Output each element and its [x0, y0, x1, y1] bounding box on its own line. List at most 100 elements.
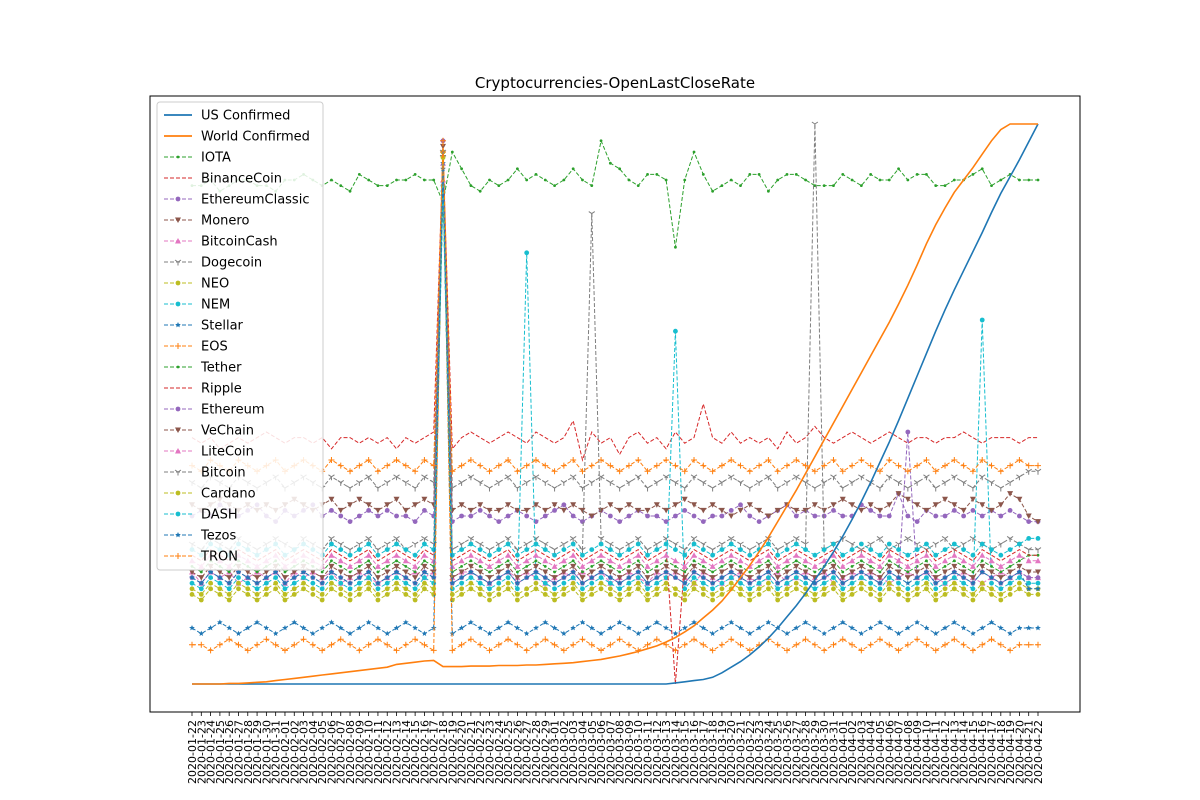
data-point-tron	[942, 462, 949, 469]
legend-item-neo: NEO	[164, 277, 229, 292]
data-point-bitcoin	[569, 474, 577, 481]
data-point-vechain	[412, 575, 419, 581]
data-point-iota	[571, 167, 575, 171]
data-point-cardano	[533, 580, 539, 586]
data-point-tether	[395, 559, 398, 563]
data-point-neo	[468, 586, 474, 592]
data-point-tron	[365, 457, 372, 463]
data-point-stellar	[282, 625, 288, 631]
data-point-tether	[720, 565, 724, 568]
data-point-litecoin	[365, 552, 372, 558]
legend-item-ripple: Ripple	[164, 382, 242, 397]
data-point-monero	[393, 496, 400, 503]
data-point-litecoin	[402, 557, 409, 564]
legend-marker	[175, 511, 181, 517]
data-point-tether	[525, 565, 529, 568]
data-point-eos	[625, 641, 632, 648]
x-tick-label: 2020-03-29	[809, 720, 822, 784]
data-point-dogecoin	[634, 535, 642, 542]
data-point-tezos	[505, 569, 511, 575]
x-tick-label: 2020-02-25	[502, 720, 515, 784]
data-point-dash	[793, 541, 799, 547]
x-tick-label: 2020-01-27	[232, 720, 245, 784]
data-point-tether	[599, 559, 603, 563]
data-point-ethereumclassic	[347, 519, 353, 524]
data-point-monero	[486, 507, 493, 514]
data-point-iota	[980, 167, 984, 171]
data-point-tether	[404, 565, 408, 568]
data-point-ethereumclassic	[552, 508, 557, 513]
x-tick-label: 2020-01-25	[214, 720, 227, 784]
data-point-cardano	[236, 580, 241, 586]
x-tick-label: 2020-03-11	[642, 720, 655, 784]
data-point-vechain	[783, 569, 790, 575]
data-point-monero	[328, 496, 335, 503]
data-point-cardano	[719, 586, 725, 592]
x-tick-label: 2020-02-06	[325, 720, 338, 784]
data-point-tezos	[681, 580, 688, 586]
data-point-monero	[505, 502, 512, 508]
data-point-dogecoin	[876, 535, 884, 542]
data-point-stellar	[719, 625, 725, 631]
data-point-vechain	[616, 575, 623, 581]
data-point-monero	[635, 507, 642, 514]
data-point-monero	[458, 502, 465, 508]
data-point-neo	[691, 586, 697, 592]
data-point-tezos	[310, 574, 316, 580]
data-point-eos	[505, 636, 512, 643]
data-point-tether	[674, 565, 677, 568]
data-point-stellar	[970, 630, 976, 636]
data-point-tron	[588, 462, 595, 469]
data-point-neo	[831, 586, 836, 592]
data-point-litecoin	[774, 563, 781, 569]
data-point-tezos	[235, 569, 242, 575]
data-point-tron	[960, 462, 967, 469]
data-point-nem	[356, 580, 362, 586]
data-point-bitcoin	[653, 479, 661, 486]
data-point-neo	[635, 586, 641, 592]
data-point-tether	[1018, 559, 1021, 563]
data-point-stellar	[588, 625, 595, 631]
data-point-bitcoin	[765, 474, 772, 481]
data-point-tron	[700, 462, 707, 469]
data-point-eos	[746, 647, 753, 654]
data-point-litecoin	[579, 563, 586, 569]
data-point-monero	[691, 502, 698, 508]
data-point-eos	[467, 636, 474, 643]
data-point-iota	[618, 167, 622, 171]
data-point-dogecoin	[328, 535, 335, 542]
data-point-bitcoin	[681, 485, 689, 492]
data-point-monero	[737, 507, 744, 514]
data-point-tezos	[254, 580, 260, 586]
x-tick-label: 2020-02-18	[437, 720, 450, 784]
data-point-iota	[720, 184, 724, 188]
data-point-bitcoin	[858, 474, 865, 481]
data-point-nem	[645, 586, 650, 592]
data-point-ethereumclassic	[793, 513, 799, 519]
data-point-bitcoin	[793, 474, 800, 481]
data-point-eos	[486, 647, 493, 654]
data-point-vechain	[746, 575, 753, 581]
data-point-eos	[263, 636, 270, 643]
data-point-tron	[402, 462, 409, 469]
x-tick-label: 2020-02-04	[307, 720, 320, 784]
data-point-tron	[347, 468, 354, 475]
data-point-monero	[923, 507, 930, 514]
data-point-vechain	[700, 569, 707, 575]
data-point-eos	[691, 636, 698, 643]
data-point-neo	[942, 592, 948, 597]
data-point-vechain	[886, 563, 893, 570]
data-point-dogecoin	[718, 541, 726, 548]
data-point-tezos	[886, 569, 893, 575]
data-point-dash	[858, 541, 864, 547]
data-point-nem	[347, 586, 353, 592]
data-point-dash	[598, 541, 604, 547]
data-point-dogecoin	[793, 535, 800, 542]
data-point-eos	[653, 636, 660, 643]
data-point-tron	[756, 462, 763, 469]
data-point-tezos	[356, 574, 363, 580]
data-point-bitcoin	[486, 485, 493, 492]
data-point-dash	[961, 547, 967, 552]
data-point-tezos	[951, 569, 958, 575]
data-point-tether	[357, 565, 361, 568]
